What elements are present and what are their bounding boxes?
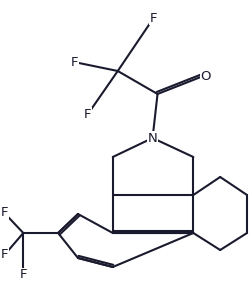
Text: F: F <box>149 11 157 25</box>
Text: F: F <box>1 249 8 262</box>
Text: F: F <box>84 107 91 121</box>
Text: F: F <box>19 268 27 282</box>
Text: F: F <box>1 207 8 219</box>
Text: O: O <box>200 70 210 82</box>
Text: N: N <box>147 131 157 144</box>
Text: F: F <box>70 56 77 68</box>
